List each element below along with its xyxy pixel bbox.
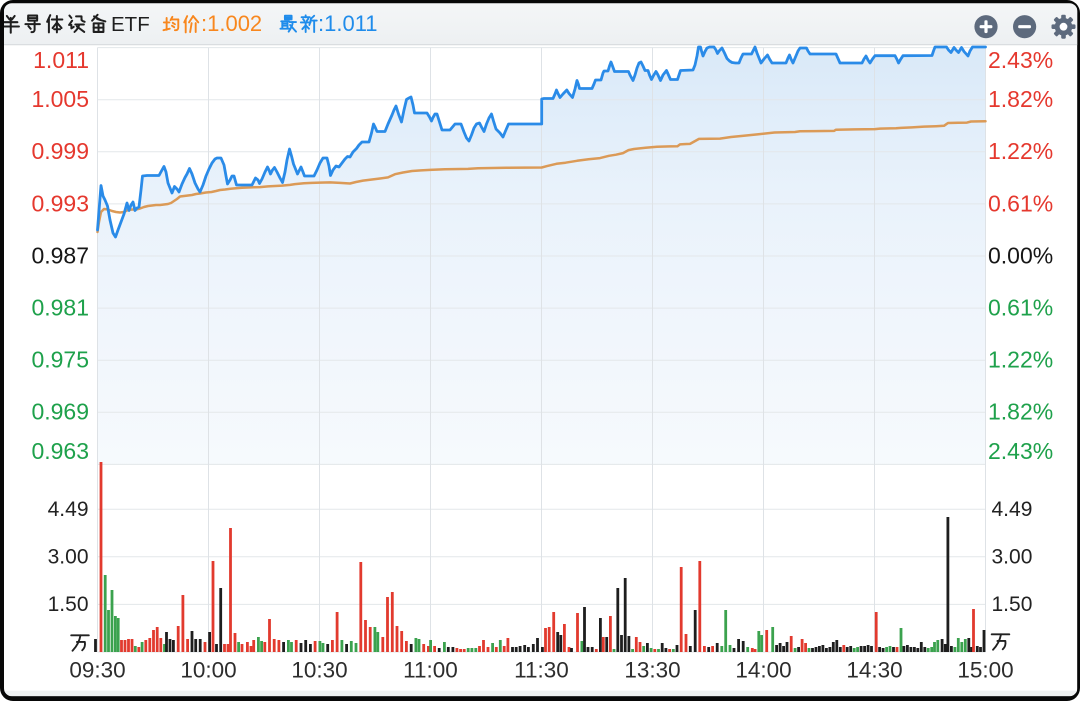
- svg-text:0.975: 0.975: [31, 347, 89, 373]
- svg-text:4.49: 4.49: [48, 498, 89, 521]
- svg-text:2.43%: 2.43%: [988, 47, 1053, 73]
- svg-text:15:00: 15:00: [957, 658, 1013, 683]
- svg-text:10:30: 10:30: [291, 658, 347, 683]
- svg-text:09:30: 09:30: [69, 658, 125, 683]
- svg-text:1.50: 1.50: [48, 593, 89, 616]
- svg-text:11:00: 11:00: [403, 658, 458, 683]
- svg-text:1.82%: 1.82%: [988, 86, 1053, 112]
- svg-text::1.011: :1.011: [318, 11, 378, 36]
- svg-text:11:30: 11:30: [514, 658, 569, 683]
- svg-text:0.993: 0.993: [31, 190, 89, 216]
- svg-text:0.981: 0.981: [31, 295, 89, 321]
- svg-text:10:00: 10:00: [180, 658, 236, 683]
- svg-text:2.43%: 2.43%: [988, 438, 1053, 464]
- svg-text:1.005: 1.005: [31, 86, 89, 112]
- svg-text:14:30: 14:30: [846, 658, 902, 683]
- svg-text:0.999: 0.999: [31, 138, 89, 164]
- svg-text:13:30: 13:30: [624, 658, 680, 683]
- svg-text:0.61%: 0.61%: [988, 295, 1053, 321]
- svg-text:14:00: 14:00: [735, 658, 791, 683]
- svg-text:4.49: 4.49: [992, 498, 1033, 521]
- svg-text:1.22%: 1.22%: [988, 347, 1053, 373]
- svg-text:ETF: ETF: [111, 13, 150, 36]
- svg-text:1.011: 1.011: [33, 47, 89, 73]
- svg-text:0.969: 0.969: [31, 399, 89, 425]
- svg-text:0.00%: 0.00%: [988, 242, 1053, 268]
- svg-text:1.82%: 1.82%: [988, 399, 1053, 425]
- svg-text:1.50: 1.50: [992, 593, 1033, 616]
- svg-text:0.987: 0.987: [31, 242, 89, 268]
- svg-text:0.963: 0.963: [31, 438, 89, 464]
- svg-text::1.002: :1.002: [201, 11, 262, 36]
- svg-text:1.22%: 1.22%: [988, 138, 1053, 164]
- svg-text:3.00: 3.00: [992, 546, 1033, 569]
- svg-text:3.00: 3.00: [48, 546, 89, 569]
- svg-text:0.61%: 0.61%: [988, 190, 1053, 216]
